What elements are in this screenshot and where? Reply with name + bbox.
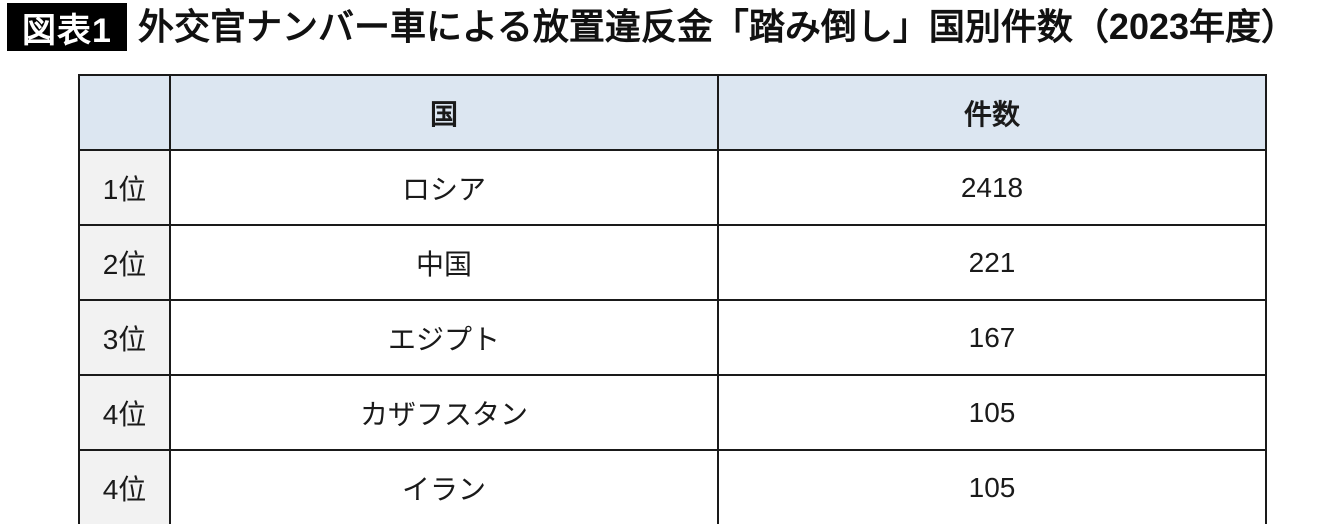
count-cell: 167 (717, 299, 1267, 376)
count-cell: 2418 (717, 149, 1267, 226)
rank-cell: 3位 (78, 299, 171, 376)
table-row: 2位 中国 221 (78, 224, 1267, 301)
rank-cell: 4位 (78, 374, 171, 451)
table-row: 4位 イラン 105 (78, 449, 1267, 524)
country-cell: カザフスタン (169, 374, 719, 451)
count-cell: 105 (717, 374, 1267, 451)
table-row: 1位 ロシア 2418 (78, 149, 1267, 226)
rank-cell: 2位 (78, 224, 171, 301)
table-row: 4位 カザフスタン 105 (78, 374, 1267, 451)
country-column-header: 国 (169, 74, 719, 151)
rank-cell: 4位 (78, 449, 171, 524)
country-cell: ロシア (169, 149, 719, 226)
page-title: 外交官ナンバー車による放置違反金「踏み倒し」国別件数（2023年度） (138, 6, 1298, 47)
count-column-header: 件数 (717, 74, 1267, 151)
country-cell: イラン (169, 449, 719, 524)
country-cell: エジプト (169, 299, 719, 376)
country-cell: 中国 (169, 224, 719, 301)
rank-cell: 1位 (78, 149, 171, 226)
count-cell: 105 (717, 449, 1267, 524)
table-row: 3位 エジプト 167 (78, 299, 1267, 376)
rank-column-header (78, 74, 171, 151)
table-header-row: 国 件数 (78, 74, 1267, 151)
ranking-table: 国 件数 1位 ロシア 2418 2位 中国 221 3位 エジプト 167 4… (78, 74, 1267, 524)
figure-number-badge: 図表1 (7, 3, 127, 51)
count-cell: 221 (717, 224, 1267, 301)
figure-title-row: 図表1 外交官ナンバー車による放置違反金「踏み倒し」国別件数（2023年度） (7, 3, 1297, 51)
